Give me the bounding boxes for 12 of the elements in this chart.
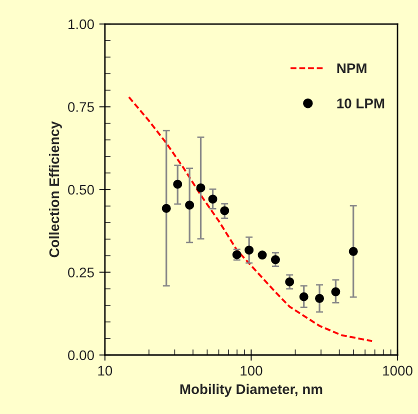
- y-tick-label: 0.25: [68, 268, 94, 278]
- y-tick-label: 0.75: [68, 102, 94, 112]
- y-tick-label: 0.50: [68, 184, 94, 195]
- x-tick-label: 10: [98, 366, 112, 376]
- legend-label: NPM: [337, 64, 366, 74]
- y-tick-label: 0.00: [68, 350, 94, 360]
- y-axis-title: Collection Efficiency: [48, 121, 62, 258]
- legend-label: 10 LPM: [337, 98, 384, 108]
- y-tick-label: 1.00: [68, 19, 94, 30]
- x-tick-label: 100: [240, 366, 262, 376]
- x-tick-label: 1000: [383, 366, 412, 376]
- x-axis-title: Mobility Diameter, nm: [180, 384, 322, 397]
